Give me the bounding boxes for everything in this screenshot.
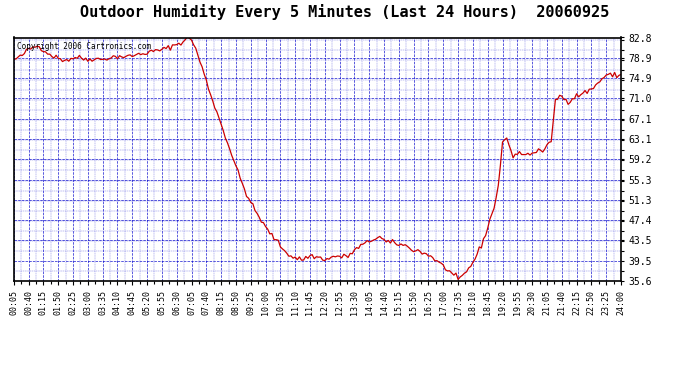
Text: Copyright 2006 Cartronics.com: Copyright 2006 Cartronics.com (17, 42, 151, 51)
Text: Outdoor Humidity Every 5 Minutes (Last 24 Hours)  20060925: Outdoor Humidity Every 5 Minutes (Last 2… (80, 4, 610, 20)
